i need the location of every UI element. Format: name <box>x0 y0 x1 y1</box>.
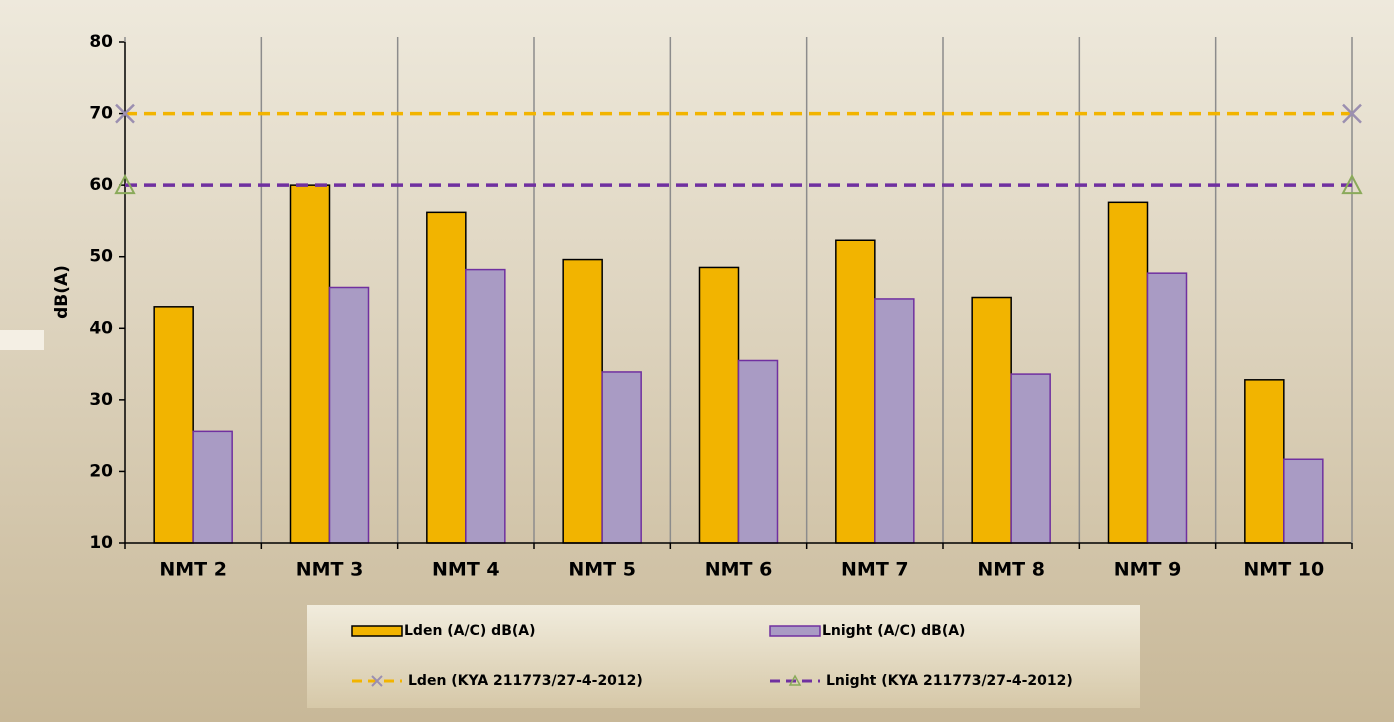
x-tick-label: NMT 3 <box>296 559 364 581</box>
x-tick-label: NMT 9 <box>1114 559 1182 581</box>
marker <box>115 103 135 124</box>
y-tick-label: 20 <box>89 461 113 481</box>
y-axis-label: dB(A) <box>52 265 72 319</box>
x-tick-label: NMT 7 <box>841 559 909 581</box>
x-tick-label: NMT 5 <box>568 559 636 581</box>
bar <box>426 211 467 544</box>
bar <box>328 286 370 544</box>
legend-swatch <box>351 625 403 637</box>
bar <box>153 306 194 544</box>
bar <box>1107 201 1149 544</box>
y-tick-label: 70 <box>89 104 113 124</box>
legend-box <box>307 605 1140 708</box>
y-tick-label: 10 <box>89 533 113 553</box>
x-tick-label: NMT 8 <box>977 559 1045 581</box>
bar <box>971 296 1012 544</box>
decoration <box>0 330 44 350</box>
bar <box>698 266 740 544</box>
marker <box>1342 103 1362 124</box>
legend-marker <box>371 675 383 687</box>
y-tick-label: 80 <box>89 32 113 52</box>
bar <box>465 268 506 544</box>
legend-label: Lden (KYA 211773/27-4-2012) <box>408 673 643 689</box>
x-tick-label: NMT 2 <box>159 559 227 581</box>
legend-marker <box>788 674 802 686</box>
y-tick-label: 60 <box>89 175 113 195</box>
y-tick-label: 30 <box>89 390 113 410</box>
legend-label: Lnight (A/C) dB(A) <box>822 623 965 639</box>
bar <box>835 239 876 544</box>
bar <box>601 371 642 544</box>
legend-swatch <box>769 625 821 637</box>
marker <box>1341 174 1363 195</box>
bar <box>562 258 603 544</box>
bar <box>1146 272 1188 544</box>
y-tick-label: 40 <box>89 318 113 338</box>
x-tick-label: NMT 10 <box>1243 559 1324 581</box>
bar <box>874 298 915 544</box>
marker <box>114 174 136 195</box>
bar <box>192 430 233 544</box>
bar <box>1283 458 1324 544</box>
legend-label: Lden (A/C) dB(A) <box>404 623 536 639</box>
bar <box>289 184 331 544</box>
x-tick-label: NMT 6 <box>705 559 773 581</box>
bar <box>737 359 779 544</box>
bar <box>1244 379 1285 544</box>
x-tick-label: NMT 4 <box>432 559 500 581</box>
legend-label: Lnight (KYA 211773/27-4-2012) <box>826 673 1073 689</box>
y-tick-label: 50 <box>89 247 113 267</box>
bar <box>1010 373 1051 544</box>
